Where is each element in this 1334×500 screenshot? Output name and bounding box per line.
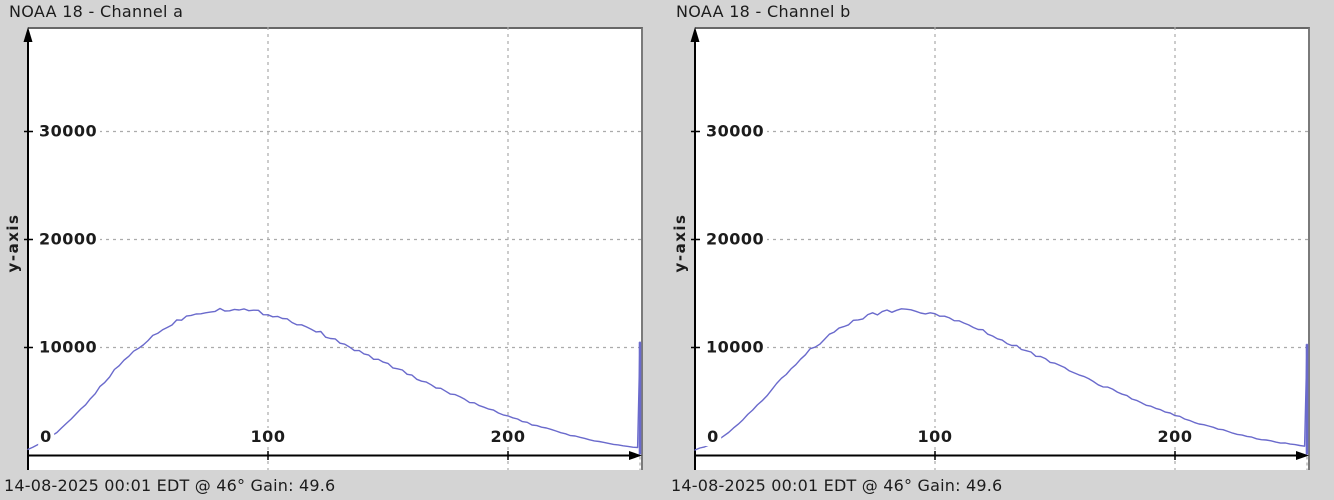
histogram-panel-channel-b: NOAA 18 - Channel b y-axis 14-08-2025 00… — [667, 0, 1334, 500]
histogram-curve — [694, 308, 1308, 451]
y-tick-label: 20000 — [36, 229, 101, 249]
plot-title: NOAA 18 - Channel b — [676, 2, 851, 21]
y-axis-arrow-icon — [23, 27, 33, 42]
y-tick-label: 10000 — [36, 337, 101, 357]
plot-area — [28, 27, 643, 470]
histogram-curve — [27, 307, 641, 451]
x-axis-arrow-icon — [629, 451, 642, 460]
y-axis-arrow-icon — [690, 27, 700, 42]
x-tick-label: 0 — [705, 427, 721, 447]
x-axis-arrow-icon — [1296, 451, 1309, 460]
y-tick-label: 30000 — [36, 121, 101, 141]
histogram-panel-channel-a: NOAA 18 - Channel a y-axis 14-08-2025 00… — [4, 2, 643, 495]
chart-canvas — [690, 27, 1310, 470]
plot-title: NOAA 18 - Channel a — [9, 2, 184, 21]
status-text: 14-08-2025 00:01 EDT @ 46° Gain: 49.6 — [671, 476, 1003, 495]
plot-area — [695, 27, 1310, 470]
x-tick-label: 200 — [1155, 427, 1195, 447]
y-tick-label: 10000 — [703, 337, 768, 357]
chart-canvas — [23, 27, 643, 470]
x-tick-label: 100 — [248, 427, 288, 447]
y-tick-label: 20000 — [703, 229, 768, 249]
x-tick-label: 200 — [488, 427, 528, 447]
x-tick-label: 0 — [38, 427, 54, 447]
status-text: 14-08-2025 00:01 EDT @ 46° Gain: 49.6 — [4, 476, 336, 495]
y-tick-label: 30000 — [703, 121, 768, 141]
x-tick-label: 100 — [915, 427, 955, 447]
